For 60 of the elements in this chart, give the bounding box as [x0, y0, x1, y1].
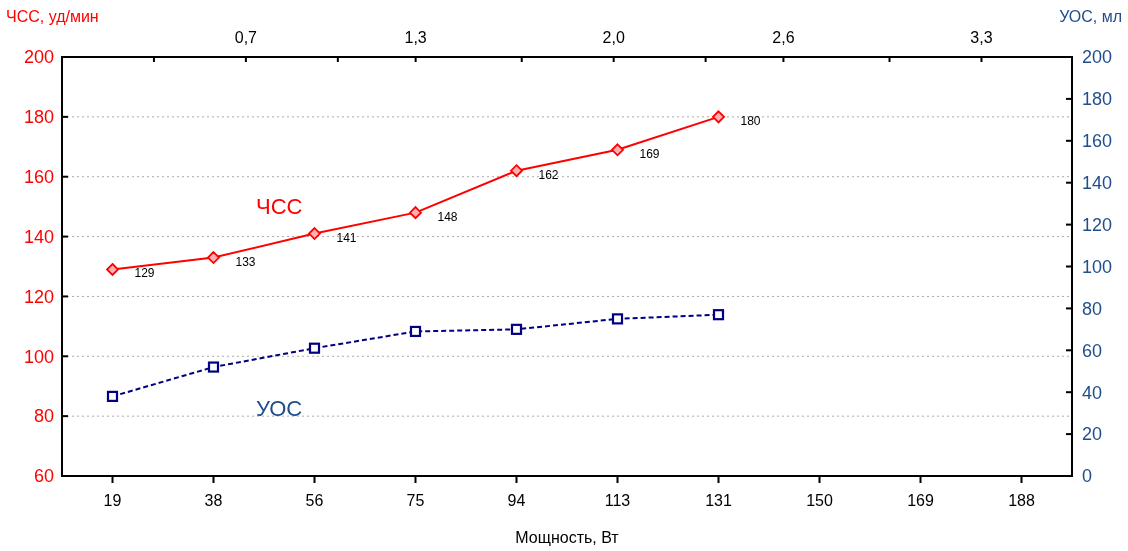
- y-tick-label: 100: [23, 346, 54, 367]
- y-axis-title: ЧСС, уд/мин: [6, 8, 99, 25]
- point: [106, 390, 119, 402]
- point: [510, 323, 523, 335]
- x2-tick-label: 0,7: [234, 29, 258, 46]
- point: [106, 263, 119, 276]
- x-tick-label: 75: [406, 492, 425, 509]
- data-label: 162: [538, 167, 559, 182]
- data-label: 141: [336, 230, 357, 245]
- x-tick-label: 169: [907, 492, 934, 509]
- y2-tick-label: 120: [1082, 214, 1113, 235]
- y2-tick-label: 80: [1082, 298, 1103, 319]
- point: [207, 361, 220, 373]
- y2-tick-label: 60: [1082, 340, 1103, 361]
- point: [510, 164, 523, 178]
- x-tick-label: 94: [507, 492, 526, 509]
- y2-tick-label: 140: [1082, 173, 1113, 193]
- y-tick-label: 200: [23, 47, 54, 68]
- y-tick-label: 60: [33, 466, 54, 487]
- y-tick-label: 120: [23, 286, 54, 307]
- y-tick-label: 160: [23, 167, 54, 188]
- y2-tick-label: 200: [1082, 47, 1113, 68]
- point: [308, 342, 321, 354]
- x2-tick-label: 3,3: [970, 29, 993, 46]
- y-tick-label: 140: [23, 226, 54, 247]
- point: [712, 309, 725, 321]
- series-label: ЧСС: [256, 193, 303, 219]
- x2-tick-label: 2,6: [772, 29, 795, 46]
- point: [308, 227, 321, 240]
- point: [611, 143, 624, 157]
- y2-axis-title: УОС, мл: [1059, 8, 1122, 25]
- y2-tick-label: 40: [1082, 382, 1103, 403]
- x2-tick-label: 2,0: [602, 29, 625, 46]
- data-label: 180: [740, 113, 761, 128]
- x-tick-label: 113: [604, 492, 631, 509]
- point: [207, 251, 220, 264]
- data-label: 133: [235, 254, 256, 269]
- y2-tick-label: 20: [1082, 424, 1103, 445]
- data-label: 169: [639, 146, 660, 161]
- x-tick-label: 188: [1008, 492, 1035, 509]
- x-tick-label: 19: [103, 492, 122, 509]
- point: [712, 110, 725, 124]
- x-tick-label: 56: [305, 492, 324, 509]
- y2-tick-label: 100: [1082, 256, 1113, 277]
- y2-tick-label: 160: [1082, 131, 1113, 152]
- point: [409, 325, 422, 338]
- series-label: УОС: [256, 395, 303, 421]
- y2-tick-label: 180: [1082, 89, 1113, 110]
- y-tick-label: 80: [33, 406, 54, 427]
- point: [409, 206, 422, 220]
- data-label: 129: [134, 266, 155, 281]
- x2-tick-label: 1,3: [404, 29, 427, 46]
- point: [611, 313, 624, 325]
- data-label: 148: [437, 209, 458, 224]
- x-tick-label: 131: [705, 492, 732, 509]
- y-tick-label: 180: [23, 107, 54, 128]
- y2-tick-label: 0: [1082, 466, 1093, 487]
- x-axis-title: Мощность, Вт: [515, 529, 620, 546]
- x-tick-label: 150: [806, 492, 833, 509]
- x-tick-label: 38: [204, 492, 223, 509]
